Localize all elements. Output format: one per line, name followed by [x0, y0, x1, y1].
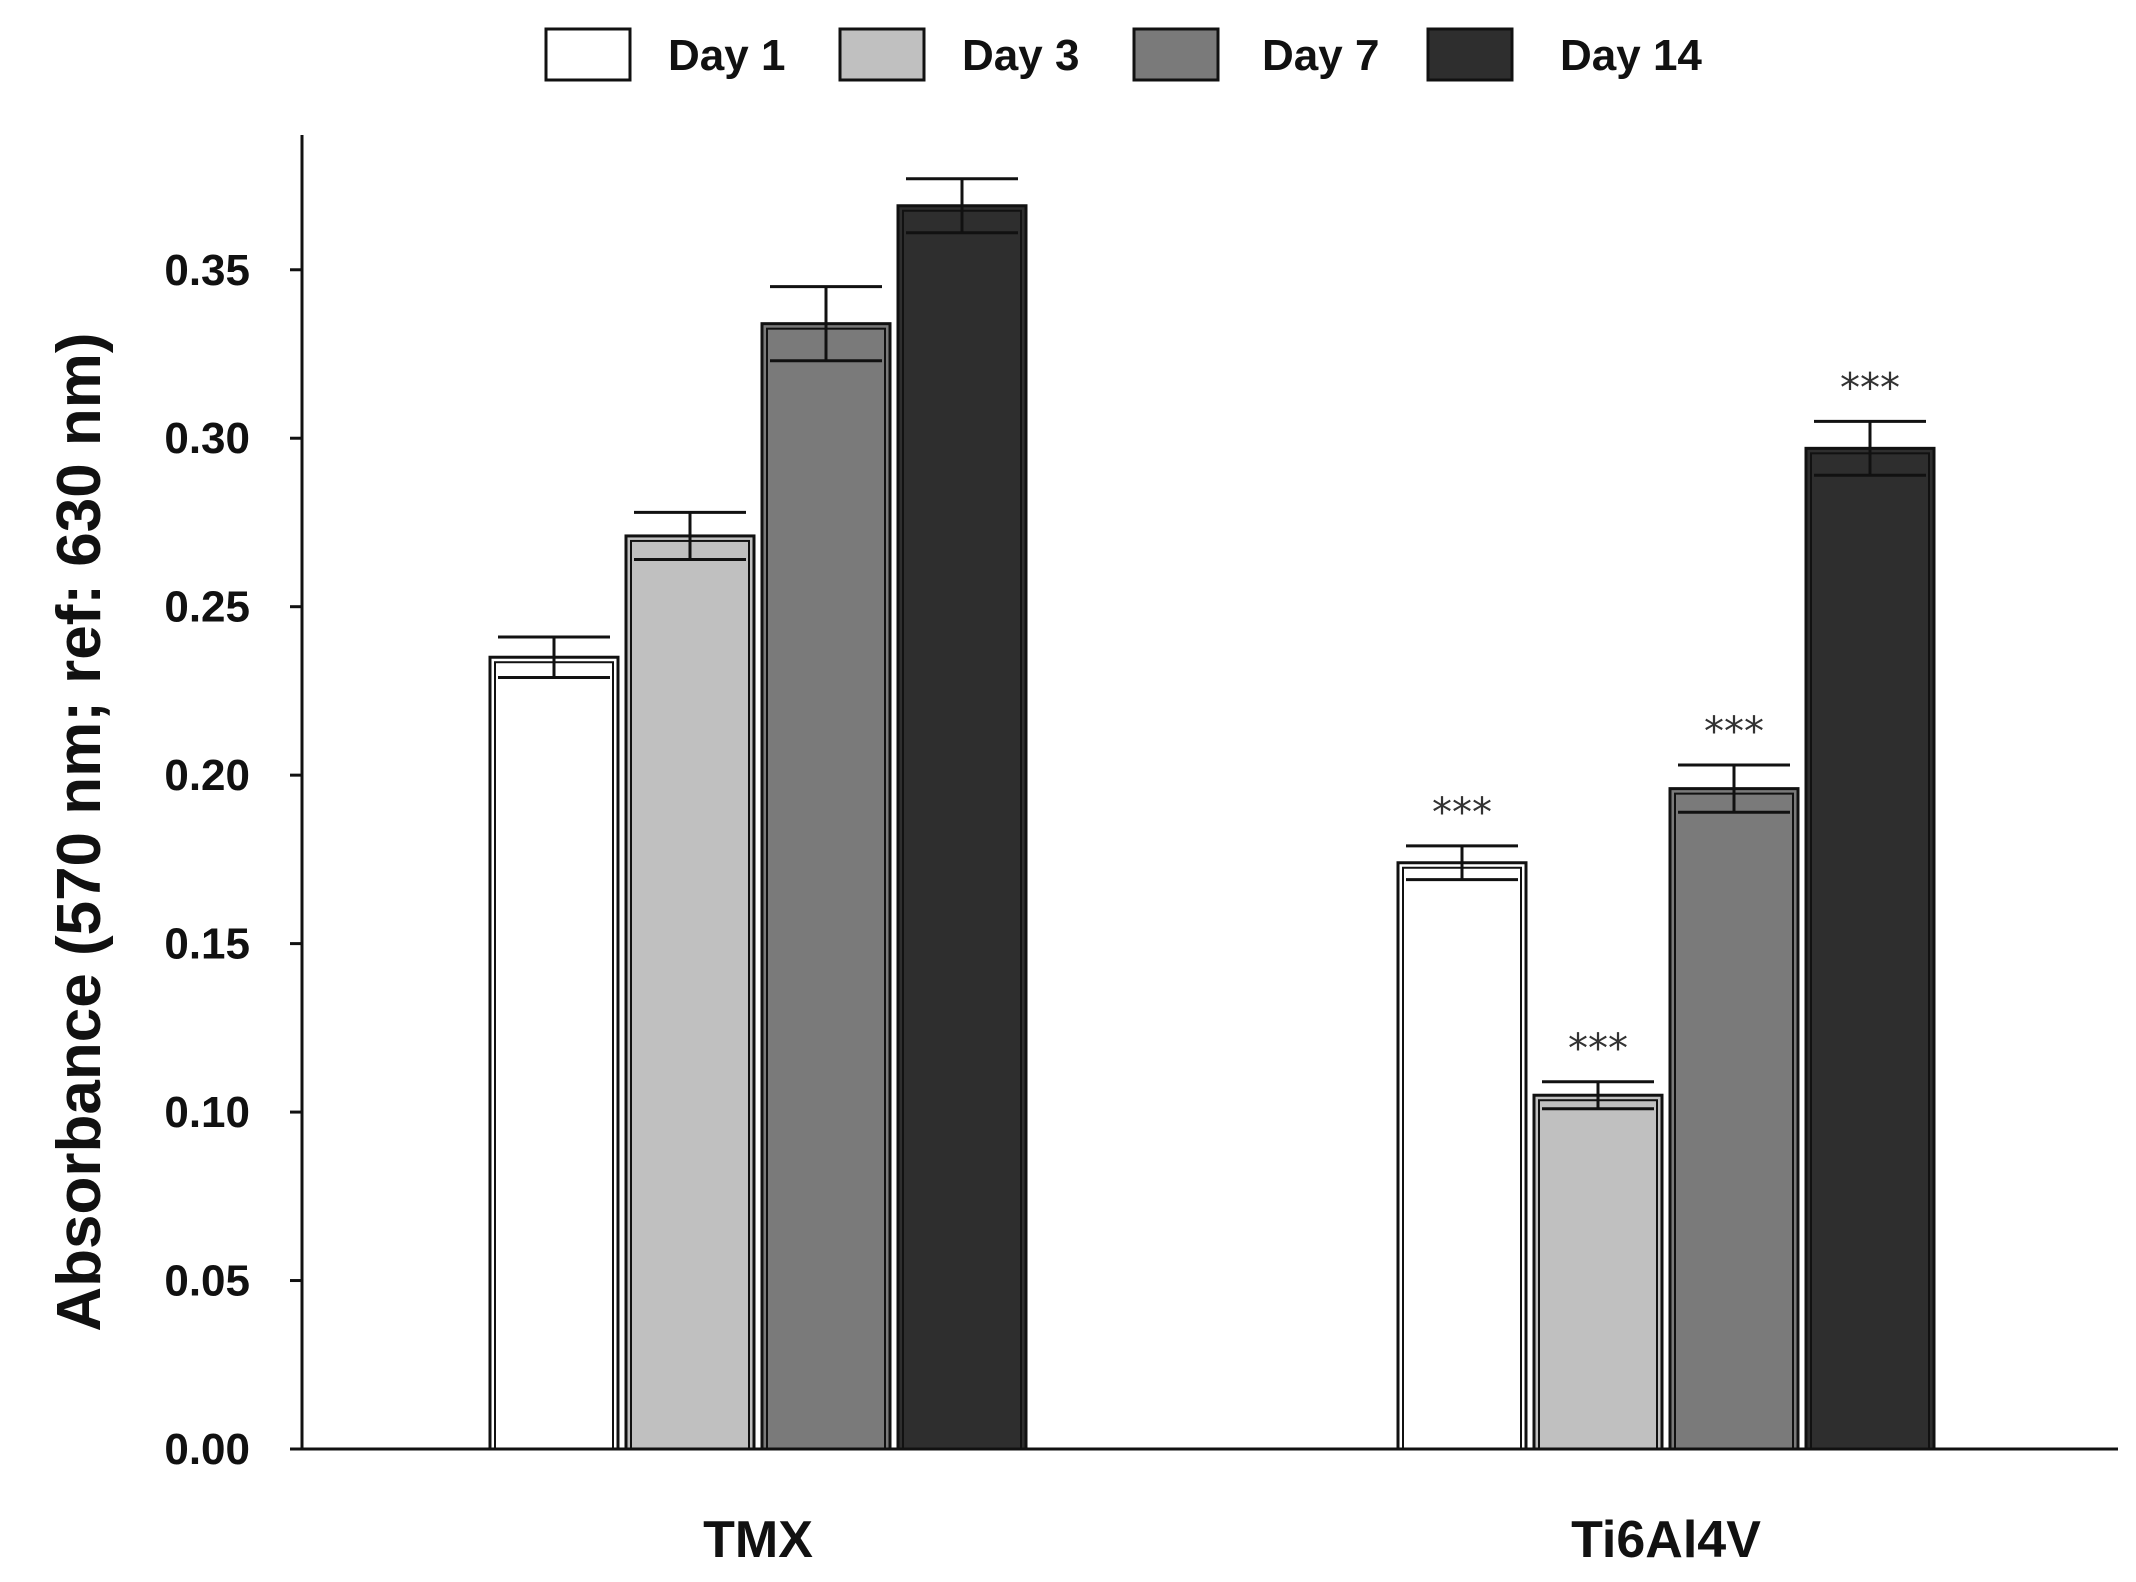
bar-tmx-day-7	[760, 322, 892, 1451]
legend-swatch-day-1	[544, 27, 632, 82]
bar-ti6al4v-day-7	[1668, 787, 1800, 1451]
legend-label-day-3: Day 3	[962, 31, 1079, 80]
bar-ti6al4v-day-1	[1396, 861, 1528, 1451]
y-tick-label: 0.25	[164, 583, 250, 632]
legend: Day 1 Day 3 Day 7 Day 14	[544, 27, 1702, 82]
y-tick-label: 0.05	[164, 1257, 250, 1306]
y-tick-label: 0.15	[164, 920, 250, 969]
bar-tmx-day-14	[896, 204, 1028, 1451]
y-tick-label: 0.10	[164, 1088, 250, 1137]
category-label-tmx: TMX	[703, 1511, 813, 1569]
legend-label-day-7: Day 7	[1262, 31, 1379, 80]
bar-tmx-day-3	[624, 534, 756, 1451]
y-tick-label: 0.00	[164, 1425, 250, 1474]
legend-swatch-day-7	[1132, 27, 1220, 82]
significance-label: ***	[1704, 709, 1764, 755]
legend-swatch-day-14	[1426, 27, 1514, 82]
significance-label: ***	[1840, 365, 1900, 411]
category-label-ti6al4v: Ti6Al4V	[1571, 1511, 1761, 1569]
bar-ti6al4v-day-14	[1804, 446, 1936, 1451]
bar-tmx-day-1	[488, 655, 620, 1451]
legend-swatch-day-3	[838, 27, 926, 82]
significance-label: ***	[1568, 1026, 1628, 1072]
y-tick-label: 0.30	[164, 414, 250, 463]
bars-group	[488, 177, 1936, 1451]
labels-group: TMX *** *** *** *** Ti6Al4V 0.00 0.05 0.10 0.15 0.…	[45, 246, 1900, 1569]
y-tick-label: 0.35	[164, 246, 250, 295]
significance-label: ***	[1432, 790, 1492, 836]
y-axis-title: Absorbance (570 nm; ref: 630 nm)	[45, 332, 114, 1331]
bar-ti6al4v-day-3	[1532, 1093, 1664, 1451]
axes-group	[290, 135, 2118, 1451]
legend-label-day-14: Day 14	[1560, 31, 1702, 80]
legend-label-day-1: Day 1	[668, 31, 785, 80]
y-tick-label: 0.20	[164, 751, 250, 800]
